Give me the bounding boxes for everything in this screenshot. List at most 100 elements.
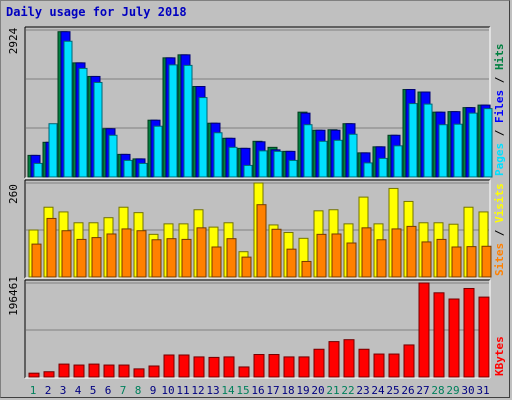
bar-pages-day-9 bbox=[153, 125, 163, 178]
legend-pages: Pages bbox=[493, 143, 506, 176]
bar-pages-day-8 bbox=[138, 162, 148, 178]
bar-pages-day-1 bbox=[33, 162, 43, 178]
legend-hits: Hits bbox=[493, 44, 506, 71]
bar-sites-day-29 bbox=[451, 246, 462, 278]
bar-sites-day-11 bbox=[181, 238, 192, 278]
legend-separator: / bbox=[493, 223, 506, 243]
x-tick-label-day-11: 11 bbox=[176, 384, 189, 397]
bar-kbytes-day-19 bbox=[298, 356, 310, 378]
bar-sites-day-25 bbox=[391, 228, 402, 278]
bar-pages-day-2 bbox=[48, 123, 58, 178]
bar-kbytes-day-9 bbox=[148, 365, 160, 378]
bar-sites-day-4 bbox=[76, 238, 87, 278]
bar-kbytes-day-15 bbox=[238, 366, 250, 378]
bar-pages-day-25 bbox=[393, 145, 403, 178]
bar-sites-day-28 bbox=[436, 238, 447, 278]
bar-pages-day-26 bbox=[408, 103, 418, 178]
bar-sites-day-15 bbox=[241, 256, 252, 278]
bar-pages-day-13 bbox=[213, 132, 223, 178]
visits-sites-max-label: 260 bbox=[7, 184, 20, 204]
bar-kbytes-day-6 bbox=[103, 364, 115, 378]
kbytes-series-legend: KBytes bbox=[493, 336, 506, 376]
x-tick-label-day-15: 15 bbox=[236, 384, 249, 397]
bar-pages-day-20 bbox=[318, 140, 328, 178]
x-tick-label-day-7: 7 bbox=[120, 384, 127, 397]
bar-pages-day-4 bbox=[78, 67, 88, 178]
bar-kbytes-day-14 bbox=[223, 356, 235, 378]
x-tick-label-day-21: 21 bbox=[326, 384, 339, 397]
bar-sites-day-27 bbox=[421, 241, 432, 278]
bar-pages-day-14 bbox=[228, 146, 238, 178]
x-tick-label-day-25: 25 bbox=[386, 384, 399, 397]
bar-kbytes-day-24 bbox=[373, 353, 385, 378]
bar-kbytes-day-22 bbox=[343, 339, 355, 378]
bar-kbytes-day-16 bbox=[253, 354, 265, 378]
x-tick-label-day-26: 26 bbox=[401, 384, 414, 397]
bar-kbytes-day-25 bbox=[388, 353, 400, 378]
x-tick-label-day-27: 27 bbox=[416, 384, 429, 397]
legend-files: Files bbox=[493, 90, 506, 123]
bar-sites-day-20 bbox=[316, 233, 327, 278]
bar-pages-day-19 bbox=[303, 124, 313, 178]
x-tick-label-day-23: 23 bbox=[356, 384, 369, 397]
x-tick-label-day-20: 20 bbox=[311, 384, 324, 397]
bar-sites-day-5 bbox=[91, 237, 102, 278]
x-tick-label-day-31: 31 bbox=[476, 384, 489, 397]
bar-kbytes-day-12 bbox=[193, 356, 205, 378]
legend-visits: Visits bbox=[493, 183, 506, 223]
bar-sites-day-12 bbox=[196, 227, 207, 278]
x-tick-label-day-3: 3 bbox=[60, 384, 67, 397]
bar-kbytes-day-1 bbox=[28, 372, 40, 378]
x-tick-label-day-17: 17 bbox=[266, 384, 279, 397]
bar-kbytes-day-4 bbox=[73, 364, 85, 378]
bar-sites-day-10 bbox=[166, 238, 177, 278]
bar-sites-day-23 bbox=[361, 227, 372, 278]
bar-pages-day-31 bbox=[483, 108, 493, 178]
kbytes-max-label: 196461 bbox=[7, 276, 20, 316]
bar-kbytes-day-10 bbox=[163, 354, 175, 378]
bar-kbytes-day-3 bbox=[58, 363, 70, 378]
legend-sites: Sites bbox=[493, 243, 506, 276]
bar-pages-day-3 bbox=[63, 40, 73, 178]
x-tick-label-day-12: 12 bbox=[191, 384, 204, 397]
bar-kbytes-day-29 bbox=[448, 298, 460, 378]
x-tick-label-day-30: 30 bbox=[461, 384, 474, 397]
bar-pages-day-7 bbox=[123, 159, 133, 178]
bar-sites-day-6 bbox=[106, 233, 117, 278]
bar-pages-day-16 bbox=[258, 150, 268, 178]
bar-kbytes-day-11 bbox=[178, 354, 190, 378]
x-tick-label-day-28: 28 bbox=[431, 384, 444, 397]
x-tick-label-day-14: 14 bbox=[221, 384, 235, 397]
bar-pages-day-22 bbox=[348, 133, 358, 178]
bar-pages-day-6 bbox=[108, 134, 118, 178]
bar-sites-day-17 bbox=[271, 228, 282, 278]
x-tick-label-day-8: 8 bbox=[135, 384, 142, 397]
x-tick-label-day-2: 2 bbox=[45, 384, 52, 397]
bar-sites-day-21 bbox=[331, 233, 342, 278]
bar-kbytes-day-2 bbox=[43, 371, 55, 378]
bar-kbytes-day-31 bbox=[478, 296, 490, 378]
bar-sites-day-30 bbox=[466, 246, 477, 278]
x-tick-label-day-18: 18 bbox=[281, 384, 294, 397]
hits-files-pages-max-label: 2924 bbox=[7, 27, 20, 54]
x-tick-label-day-10: 10 bbox=[161, 384, 174, 397]
bar-sites-day-7 bbox=[121, 228, 132, 278]
bar-pages-day-17 bbox=[273, 150, 283, 178]
bar-pages-day-10 bbox=[168, 64, 178, 178]
bar-pages-day-15 bbox=[243, 164, 253, 178]
x-tick-label-day-22: 22 bbox=[341, 384, 354, 397]
bar-pages-day-23 bbox=[363, 162, 373, 178]
bar-sites-day-1 bbox=[31, 243, 42, 278]
x-tick-label-day-19: 19 bbox=[296, 384, 309, 397]
bar-kbytes-day-28 bbox=[433, 292, 445, 378]
legend-separator: / bbox=[493, 123, 506, 143]
bar-sites-day-24 bbox=[376, 239, 387, 278]
bar-sites-day-19 bbox=[301, 260, 312, 278]
bar-kbytes-day-18 bbox=[283, 356, 295, 378]
bar-kbytes-day-26 bbox=[403, 344, 415, 378]
visits-sites-series-legend: Sites / Visits bbox=[493, 183, 506, 276]
bar-kbytes-day-23 bbox=[358, 348, 370, 378]
bar-kbytes-day-7 bbox=[118, 364, 130, 378]
x-tick-label-day-5: 5 bbox=[90, 384, 97, 397]
